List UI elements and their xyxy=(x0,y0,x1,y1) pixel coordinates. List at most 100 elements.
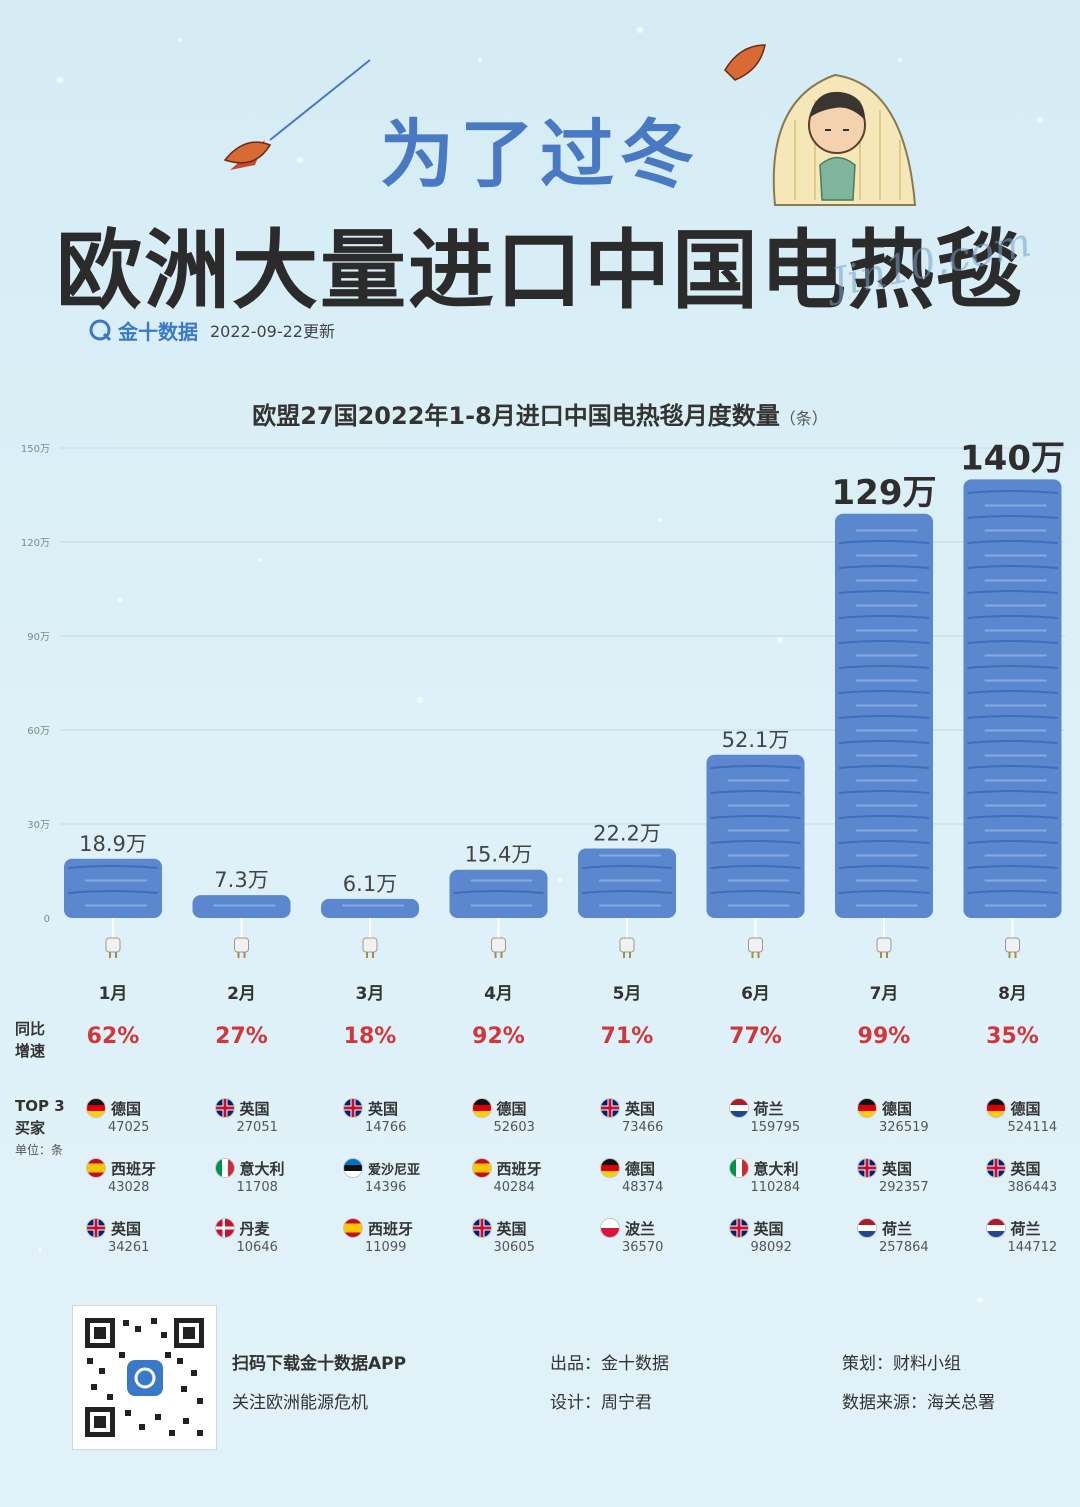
bar-body xyxy=(449,869,548,918)
data-label: 52.1万 xyxy=(722,728,790,752)
buyer-value: 36570 xyxy=(622,1240,664,1255)
data-label: 15.4万 xyxy=(465,843,533,867)
bar-fold xyxy=(838,790,930,794)
x-tick-label: 6月 xyxy=(741,984,770,1004)
y-tick-label: 0 xyxy=(44,914,50,925)
buyer-entry: 德国 524114 xyxy=(985,1098,1080,1135)
buyer-country: 英国 xyxy=(857,1158,977,1178)
bar-fold xyxy=(838,865,930,869)
buyer-country-name: 德国 xyxy=(882,1099,913,1118)
planner-credit: 策划：财料小组 xyxy=(842,1354,961,1374)
top3-unit: 单位：条 xyxy=(15,1143,64,1157)
buyer-country-name: 西班牙 xyxy=(368,1219,414,1238)
buyer-value: 386443 xyxy=(1007,1180,1058,1195)
netherlands-flag-icon xyxy=(985,1218,1006,1238)
buyer-country-name: 英国 xyxy=(368,1099,399,1118)
leaf-icon xyxy=(223,59,371,170)
buyer-entry: 英国 73466 xyxy=(600,1098,720,1135)
buyer-entry: 德国 52603 xyxy=(471,1098,592,1135)
buyer-country-name: 爱沙尼亚 xyxy=(368,1162,421,1178)
bar-fold xyxy=(838,665,930,669)
buyer-country: 英国 xyxy=(86,1218,206,1238)
bar-fold xyxy=(967,515,1058,519)
plug-head xyxy=(491,937,506,953)
spain-flag-icon xyxy=(86,1158,106,1178)
plug-icon xyxy=(491,918,506,958)
bar-fold xyxy=(838,565,930,569)
bar-body xyxy=(963,479,1062,918)
estonia-flag-icon xyxy=(343,1158,363,1178)
plug-head xyxy=(234,937,249,953)
bar-fold xyxy=(838,840,930,844)
netherlands-flag-icon xyxy=(857,1218,877,1238)
x-tick-label: 7月 xyxy=(870,984,899,1004)
plug-head xyxy=(876,937,892,953)
buyer-country: 英国 xyxy=(343,1098,463,1118)
buyer-value: 30605 xyxy=(493,1240,535,1255)
top3-label-line1: TOP 3 xyxy=(15,1097,65,1115)
uk-flag-icon xyxy=(985,1158,1006,1178)
bar-fold xyxy=(967,665,1058,669)
germany-flag-icon xyxy=(985,1098,1006,1118)
bar-fold xyxy=(581,865,673,869)
buyer-value: 47025 xyxy=(108,1120,150,1135)
data-label: 6.1万 xyxy=(343,872,397,896)
x-tick-label: 5月 xyxy=(613,984,642,1004)
data-label: 18.9万 xyxy=(79,832,147,856)
buyer-value: 144712 xyxy=(1007,1240,1058,1255)
buyer-country-name: 丹麦 xyxy=(239,1219,270,1238)
bar-fold xyxy=(967,790,1058,794)
plug-icon xyxy=(234,918,249,958)
germany-flag-icon xyxy=(600,1158,620,1178)
bar-fold xyxy=(967,640,1058,644)
bar-3 xyxy=(321,898,419,918)
data-label: 140万 xyxy=(960,438,1065,478)
uk-flag-icon xyxy=(728,1218,749,1238)
buyer-country-name: 英国 xyxy=(239,1099,270,1118)
buyer-entry: 德国 326519 xyxy=(857,1098,977,1135)
qr-code[interactable] xyxy=(72,1305,217,1450)
bar-fold xyxy=(967,540,1058,544)
y-tick-label: 90万 xyxy=(27,632,50,643)
yoy-growth-value: 35% xyxy=(986,1024,1039,1049)
plug-icon xyxy=(1005,918,1020,958)
bar-fold xyxy=(710,865,801,869)
germany-flag-icon xyxy=(471,1098,492,1118)
buyer-country: 荷兰 xyxy=(857,1218,977,1238)
buyer-country-name: 英国 xyxy=(882,1159,913,1178)
buyer-country-name: 英国 xyxy=(496,1219,527,1238)
x-tick-label: 4月 xyxy=(484,984,513,1004)
plug-head xyxy=(362,937,378,953)
x-tick-label: 3月 xyxy=(356,984,385,1004)
data-source: 数据来源：海关总署 xyxy=(842,1393,995,1413)
bar-fold xyxy=(967,690,1058,694)
bar-fold xyxy=(838,815,930,819)
bar-1 xyxy=(64,858,162,918)
bar-body xyxy=(321,898,419,918)
uk-flag-icon xyxy=(214,1098,235,1118)
page-title: 欧洲大量进口中国电热毯 xyxy=(56,221,1024,321)
buyer-value: 10646 xyxy=(236,1240,278,1255)
data-label: 22.2万 xyxy=(593,821,661,845)
bar-fold xyxy=(710,790,801,794)
buyer-entry: 英国 292357 xyxy=(857,1158,977,1195)
bar-fold xyxy=(453,890,544,894)
bar-fold xyxy=(838,640,930,644)
yoy-growth-value: 62% xyxy=(86,1024,140,1049)
buyer-entry: 爱沙尼亚 14396 xyxy=(343,1158,463,1195)
buyer-entry: 英国 98092 xyxy=(728,1218,849,1255)
buyer-country: 英国 xyxy=(214,1098,335,1118)
buyer-entry: 英国 34261 xyxy=(86,1218,206,1255)
bar-7 xyxy=(835,513,933,918)
bar-6 xyxy=(706,754,805,918)
blanket-character-illustration xyxy=(772,73,917,206)
denmark-flag-icon xyxy=(214,1218,235,1238)
bar-4 xyxy=(449,869,548,918)
netherlands-flag-icon xyxy=(728,1098,749,1118)
buyer-entry: 荷兰 257864 xyxy=(857,1218,977,1255)
plug-head xyxy=(619,937,635,953)
buyer-country: 德国 xyxy=(985,1098,1080,1118)
top3-row-label: TOP 3 买家 单位：条 xyxy=(15,1095,65,1161)
plug-icon xyxy=(362,918,378,958)
